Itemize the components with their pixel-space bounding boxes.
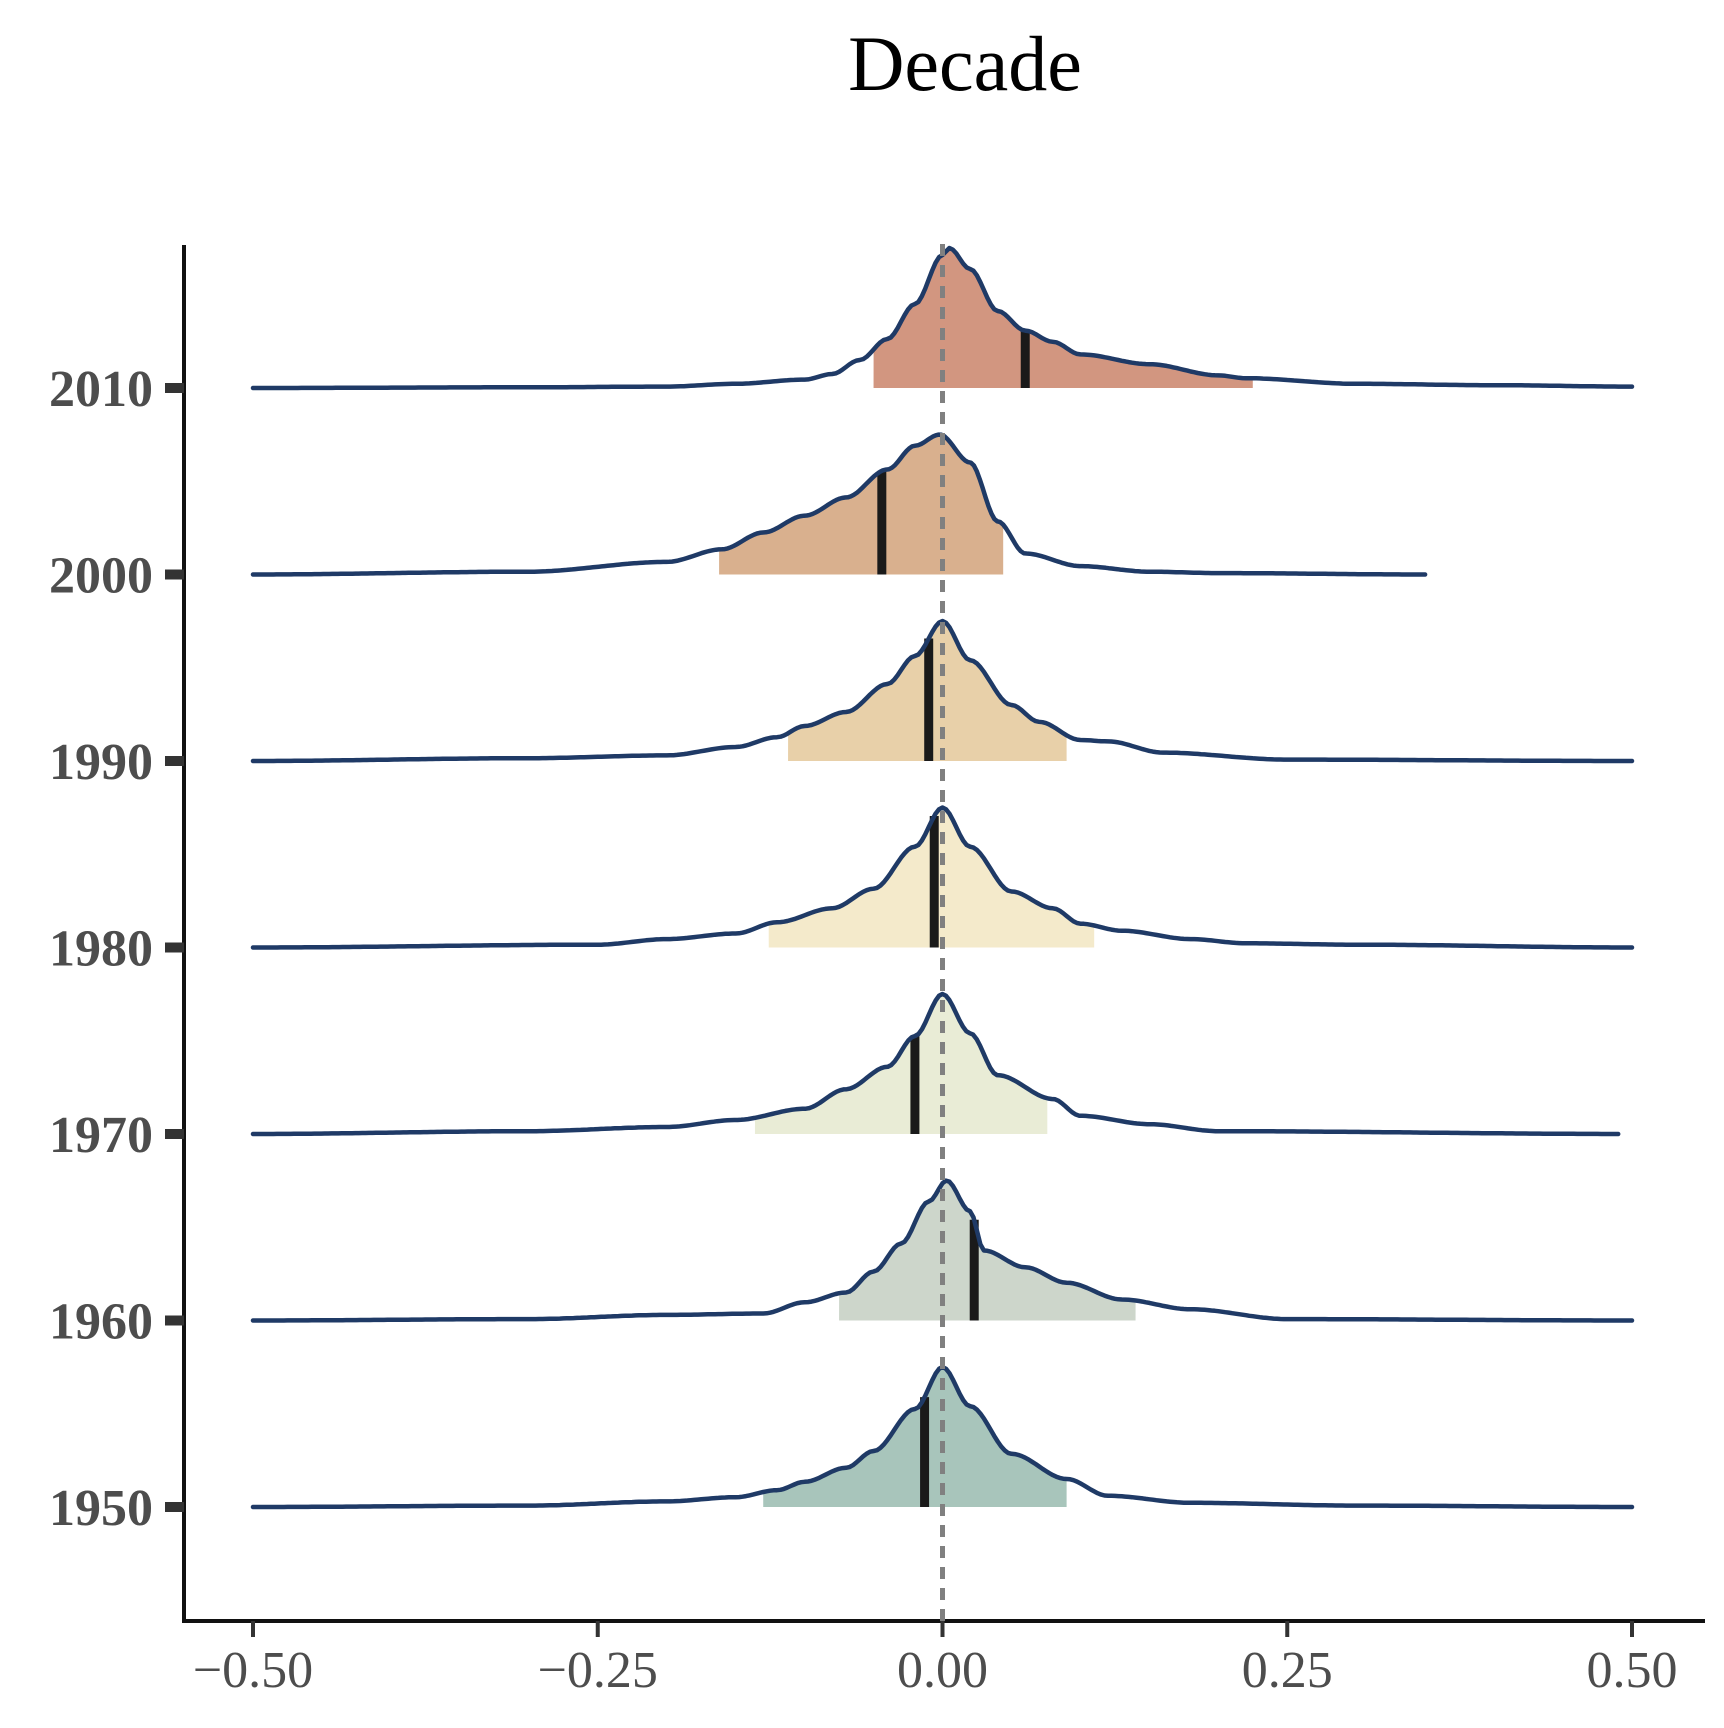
interval-fill-1950 <box>763 1367 1067 1507</box>
interval-fill-1970 <box>754 994 1048 1134</box>
x-tick-label: −0.50 <box>193 1642 313 1699</box>
x-ticks: −0.50 −0.25 0.00 0.25 0.50 <box>193 1621 1678 1699</box>
y-tick-label: 2010 <box>49 361 153 418</box>
ridges <box>250 245 1635 1510</box>
ridge-1960 <box>250 1178 1635 1323</box>
chart-title: Decade <box>848 20 1082 107</box>
interval-fill-2000 <box>719 434 1004 575</box>
density-line-2000 <box>250 432 1428 577</box>
ridge-1970 <box>250 991 1621 1137</box>
density-line-1960 <box>250 1178 1635 1323</box>
ridge-1990 <box>250 618 1635 764</box>
density-line-1990 <box>250 618 1635 764</box>
ridge-2000 <box>250 432 1428 577</box>
x-tick-label: 0.00 <box>897 1642 988 1699</box>
x-tick-label: −0.25 <box>538 1642 658 1699</box>
x-tick-label: 0.50 <box>1587 1642 1678 1699</box>
y-tick-label: 1950 <box>49 1480 153 1537</box>
x-tick-label: 0.25 <box>1242 1642 1333 1699</box>
y-tick-label: 2000 <box>49 548 153 605</box>
y-tick-label: 1970 <box>49 1107 153 1164</box>
y-tick-label: 1960 <box>49 1294 153 1351</box>
density-line-1980 <box>250 805 1635 950</box>
y-tick-label: 1980 <box>49 921 153 978</box>
y-tick-label: 1990 <box>49 734 153 791</box>
interval-fill-2010 <box>873 248 1253 388</box>
y-ticks: 2010 2000 1990 1980 1970 1960 1950 <box>49 361 184 1537</box>
density-line-1970 <box>250 991 1621 1137</box>
ridge-1980 <box>250 805 1635 950</box>
interval-fill-1960 <box>839 1180 1136 1321</box>
